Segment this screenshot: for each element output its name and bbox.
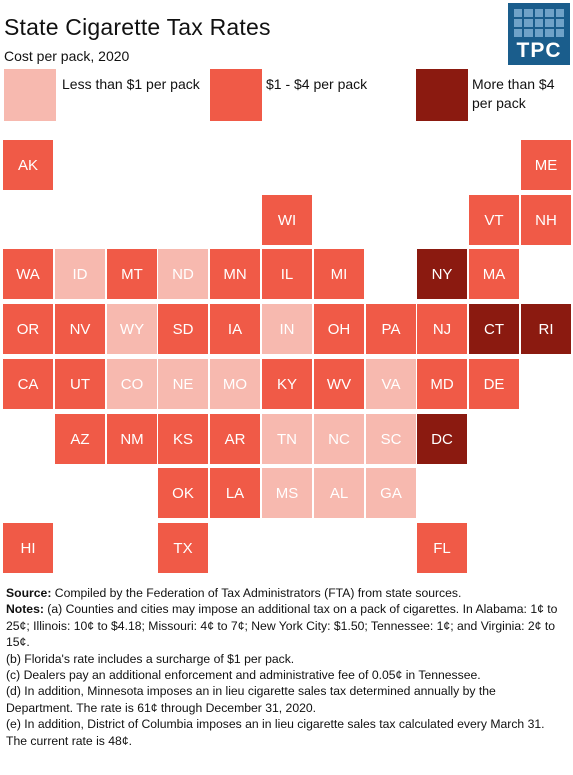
state-tile-mi: MI <box>314 249 364 299</box>
state-tile-oh: OH <box>314 304 364 354</box>
note-d: (d) In addition, Minnesota imposes an in… <box>6 684 496 715</box>
state-tile-al: AL <box>314 468 364 518</box>
state-tile-wi: WI <box>262 195 312 245</box>
state-tile-id: ID <box>55 249 105 299</box>
notes-section: Source: Compiled by the Federation of Ta… <box>6 585 566 749</box>
state-tile-ga: GA <box>366 468 416 518</box>
state-tile-ma: MA <box>469 249 519 299</box>
state-tile-ut: UT <box>55 359 105 409</box>
state-tile-mo: MO <box>210 359 260 409</box>
state-tile-pa: PA <box>366 304 416 354</box>
state-tile-il: IL <box>262 249 312 299</box>
state-tile-ar: AR <box>210 414 260 464</box>
state-tile-ca: CA <box>3 359 53 409</box>
legend-label-mid: $1 - $4 per pack <box>266 76 368 92</box>
logo-grid-icon <box>514 9 564 37</box>
state-tile-ks: KS <box>158 414 208 464</box>
state-tile-tx: TX <box>158 523 208 573</box>
legend-swatch-mid <box>210 69 262 121</box>
state-tile-nm: NM <box>107 414 157 464</box>
legend-label-high: More than $4 per pack <box>472 76 555 111</box>
state-tile-ia: IA <box>210 304 260 354</box>
state-tile-ms: MS <box>262 468 312 518</box>
state-tile-va: VA <box>366 359 416 409</box>
state-tile-az: AZ <box>55 414 105 464</box>
state-tile-dc: DC <box>417 414 467 464</box>
notes-label: Notes: <box>6 602 44 617</box>
state-tile-wv: WV <box>314 359 364 409</box>
legend-swatch-high <box>416 69 468 121</box>
note-c: (c) Dealers pay an additional enforcemen… <box>6 668 481 683</box>
state-tile-fl: FL <box>417 523 467 573</box>
state-tile-tn: TN <box>262 414 312 464</box>
source-text: Compiled by the Federation of Tax Admini… <box>51 586 462 600</box>
logo-text: TPC <box>516 39 562 62</box>
state-tile-sc: SC <box>366 414 416 464</box>
state-tile-md: MD <box>417 359 467 409</box>
legend-label-low: Less than $1 per pack <box>62 76 200 92</box>
note-b: (b) Florida's rate includes a surcharge … <box>6 651 295 666</box>
state-tile-ne: NE <box>158 359 208 409</box>
state-tile-ok: OK <box>158 468 208 518</box>
state-tile-sd: SD <box>158 304 208 354</box>
state-tile-ri: RI <box>521 304 571 354</box>
page-title: State Cigarette Tax Rates <box>4 14 271 40</box>
state-tile-ny: NY <box>417 249 467 299</box>
state-tile-nc: NC <box>314 414 364 464</box>
state-tile-ct: CT <box>469 304 519 354</box>
state-tile-nd: ND <box>158 249 208 299</box>
state-tile-in: IN <box>262 304 312 354</box>
state-tile-hi: HI <box>3 523 53 573</box>
note-a: (a) Counties and cities may impose an ad… <box>6 602 558 650</box>
page-subtitle: Cost per pack, 2020 <box>4 48 130 64</box>
state-tile-nh: NH <box>521 195 571 245</box>
state-tile-mt: MT <box>107 249 157 299</box>
state-tile-mn: MN <box>210 249 260 299</box>
state-tile-ky: KY <box>262 359 312 409</box>
tpc-logo: TPC <box>508 3 570 65</box>
state-tile-me: ME <box>521 140 571 190</box>
state-tile-vt: VT <box>469 195 519 245</box>
state-tile-or: OR <box>3 304 53 354</box>
legend-swatch-low <box>4 69 56 121</box>
state-tile-de: DE <box>469 359 519 409</box>
source-label: Source: <box>6 586 52 600</box>
state-tile-la: LA <box>210 468 260 518</box>
state-tile-ak: AK <box>3 140 53 190</box>
state-tile-wa: WA <box>3 249 53 299</box>
state-tile-wy: WY <box>107 304 157 354</box>
note-e: (e) In addition, District of Columbia im… <box>6 717 545 748</box>
state-tile-nv: NV <box>55 304 105 354</box>
state-tile-nj: NJ <box>417 304 467 354</box>
state-tile-co: CO <box>107 359 157 409</box>
